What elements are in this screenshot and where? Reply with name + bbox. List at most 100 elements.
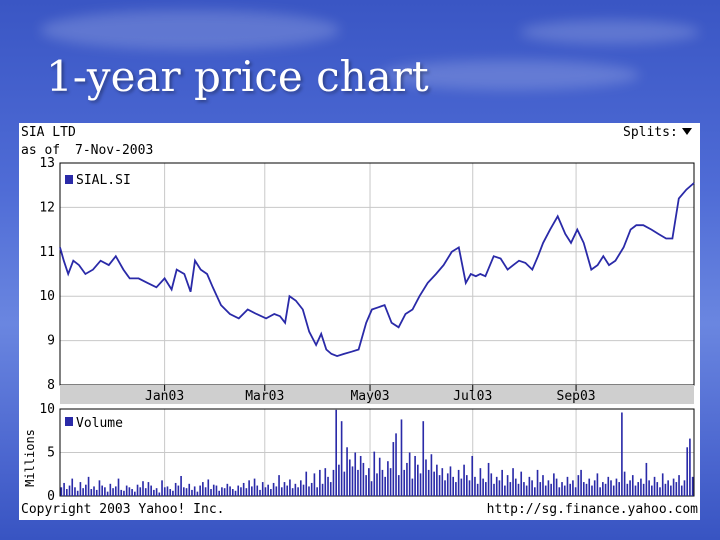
- volume-bar: [384, 476, 386, 496]
- splits-triangle-icon: [682, 128, 692, 135]
- volume-bar: [452, 476, 454, 496]
- volume-bar: [76, 490, 79, 496]
- volume-bar: [664, 483, 667, 496]
- volume-bar: [226, 483, 229, 496]
- volume-bar: [155, 488, 158, 496]
- price-chart-panel: SIA LTD as of 7-Nov-2003 Splits: 8 9 10 11 1…: [19, 123, 700, 520]
- volume-bar: [406, 462, 408, 496]
- volume-bar: [490, 473, 493, 496]
- volume-bar: [400, 419, 403, 496]
- volume-bar: [136, 484, 139, 496]
- volume-bar: [544, 485, 547, 496]
- x-tick-label: Jan03: [145, 389, 184, 404]
- volume-bar: [294, 483, 297, 496]
- volume-bar: [637, 482, 640, 496]
- volume-bar: [631, 475, 634, 496]
- volume-bar: [465, 475, 468, 496]
- volume-bar: [166, 486, 169, 496]
- volume-bar: [680, 485, 683, 496]
- volume-bar: [357, 469, 359, 496]
- volume-bar: [174, 482, 177, 496]
- volume-bar: [675, 482, 678, 496]
- volume-bar: [397, 475, 400, 496]
- volume-bar: [561, 482, 563, 496]
- volume-bar: [506, 475, 509, 496]
- volume-bar: [642, 483, 645, 496]
- volume-bar: [446, 473, 449, 496]
- volume-bar: [329, 482, 332, 496]
- volume-bar: [531, 480, 533, 496]
- volume-bar: [425, 459, 427, 496]
- volume-bar: [436, 464, 438, 496]
- volume-bar: [389, 468, 392, 496]
- volume-bar: [378, 457, 381, 496]
- volume-bar: [414, 455, 416, 496]
- source-url-link[interactable]: http://sg.finance.yahoo.com: [487, 502, 698, 517]
- volume-bar: [572, 480, 574, 496]
- volume-bar: [188, 483, 191, 496]
- volume-bar: [346, 447, 348, 496]
- copyright-text: Copyright 2003 Yahoo! Inc.: [21, 502, 225, 517]
- volume-bar: [316, 487, 318, 496]
- volume-bar: [550, 483, 552, 496]
- volume-bar: [517, 483, 520, 496]
- volume-bar: [128, 487, 131, 496]
- volume-bar: [588, 478, 591, 496]
- volume-bar: [471, 455, 474, 496]
- volume-bar: [381, 469, 384, 496]
- volume-bar: [280, 487, 283, 496]
- volume-bar: [501, 469, 503, 496]
- volume-bar: [324, 468, 327, 496]
- volume-bar: [558, 487, 561, 496]
- volume-bar: [430, 454, 433, 496]
- volume-bar: [422, 421, 425, 496]
- volume-bar: [302, 484, 305, 496]
- volume-bar: [387, 461, 389, 496]
- volume-bar: [449, 466, 452, 496]
- volume-bar: [112, 488, 114, 496]
- chart-background: [19, 123, 700, 520]
- volume-bar: [403, 469, 406, 496]
- volume-bar: [621, 412, 623, 496]
- volume-axis-label: Millions: [23, 429, 37, 487]
- volume-bar: [210, 489, 212, 496]
- volume-bar: [354, 452, 357, 496]
- volume-bar: [82, 488, 84, 496]
- volume-bar: [297, 487, 299, 496]
- volume-bar: [351, 466, 354, 496]
- volume-bar: [223, 488, 226, 496]
- volume-bar: [640, 478, 642, 496]
- volume-bar: [231, 489, 234, 496]
- volume-bar: [659, 487, 661, 496]
- volume-bar: [653, 476, 656, 496]
- volume-bar: [193, 486, 196, 496]
- volume-bar: [161, 480, 163, 496]
- volume-bar: [74, 487, 76, 496]
- volume-bar: [327, 476, 329, 496]
- volume-bar: [686, 447, 689, 496]
- company-name: SIA LTD: [21, 125, 76, 140]
- volume-bar: [245, 488, 248, 496]
- volume-bar: [106, 491, 109, 496]
- volume-bar: [180, 475, 182, 496]
- volume-bar: [264, 487, 267, 496]
- volume-bar: [79, 482, 82, 496]
- volume-bar: [618, 482, 620, 496]
- volume-bar: [291, 488, 294, 496]
- volume-bar: [60, 487, 63, 496]
- volume-bar: [68, 485, 71, 496]
- volume-bar: [419, 473, 422, 496]
- slide-title: 1-year price chart: [46, 52, 429, 101]
- volume-bar: [553, 473, 555, 496]
- volume-bar: [504, 485, 506, 496]
- volume-bar: [395, 433, 397, 496]
- volume-bar: [591, 485, 593, 496]
- volume-bar: [455, 482, 457, 496]
- volume-bar: [460, 478, 463, 496]
- volume-bar: [596, 473, 599, 496]
- volume-bar: [604, 483, 607, 496]
- volume-bar: [172, 490, 174, 496]
- volume-bar: [580, 469, 582, 496]
- volume-bar: [147, 482, 150, 496]
- volume-bar: [139, 487, 142, 496]
